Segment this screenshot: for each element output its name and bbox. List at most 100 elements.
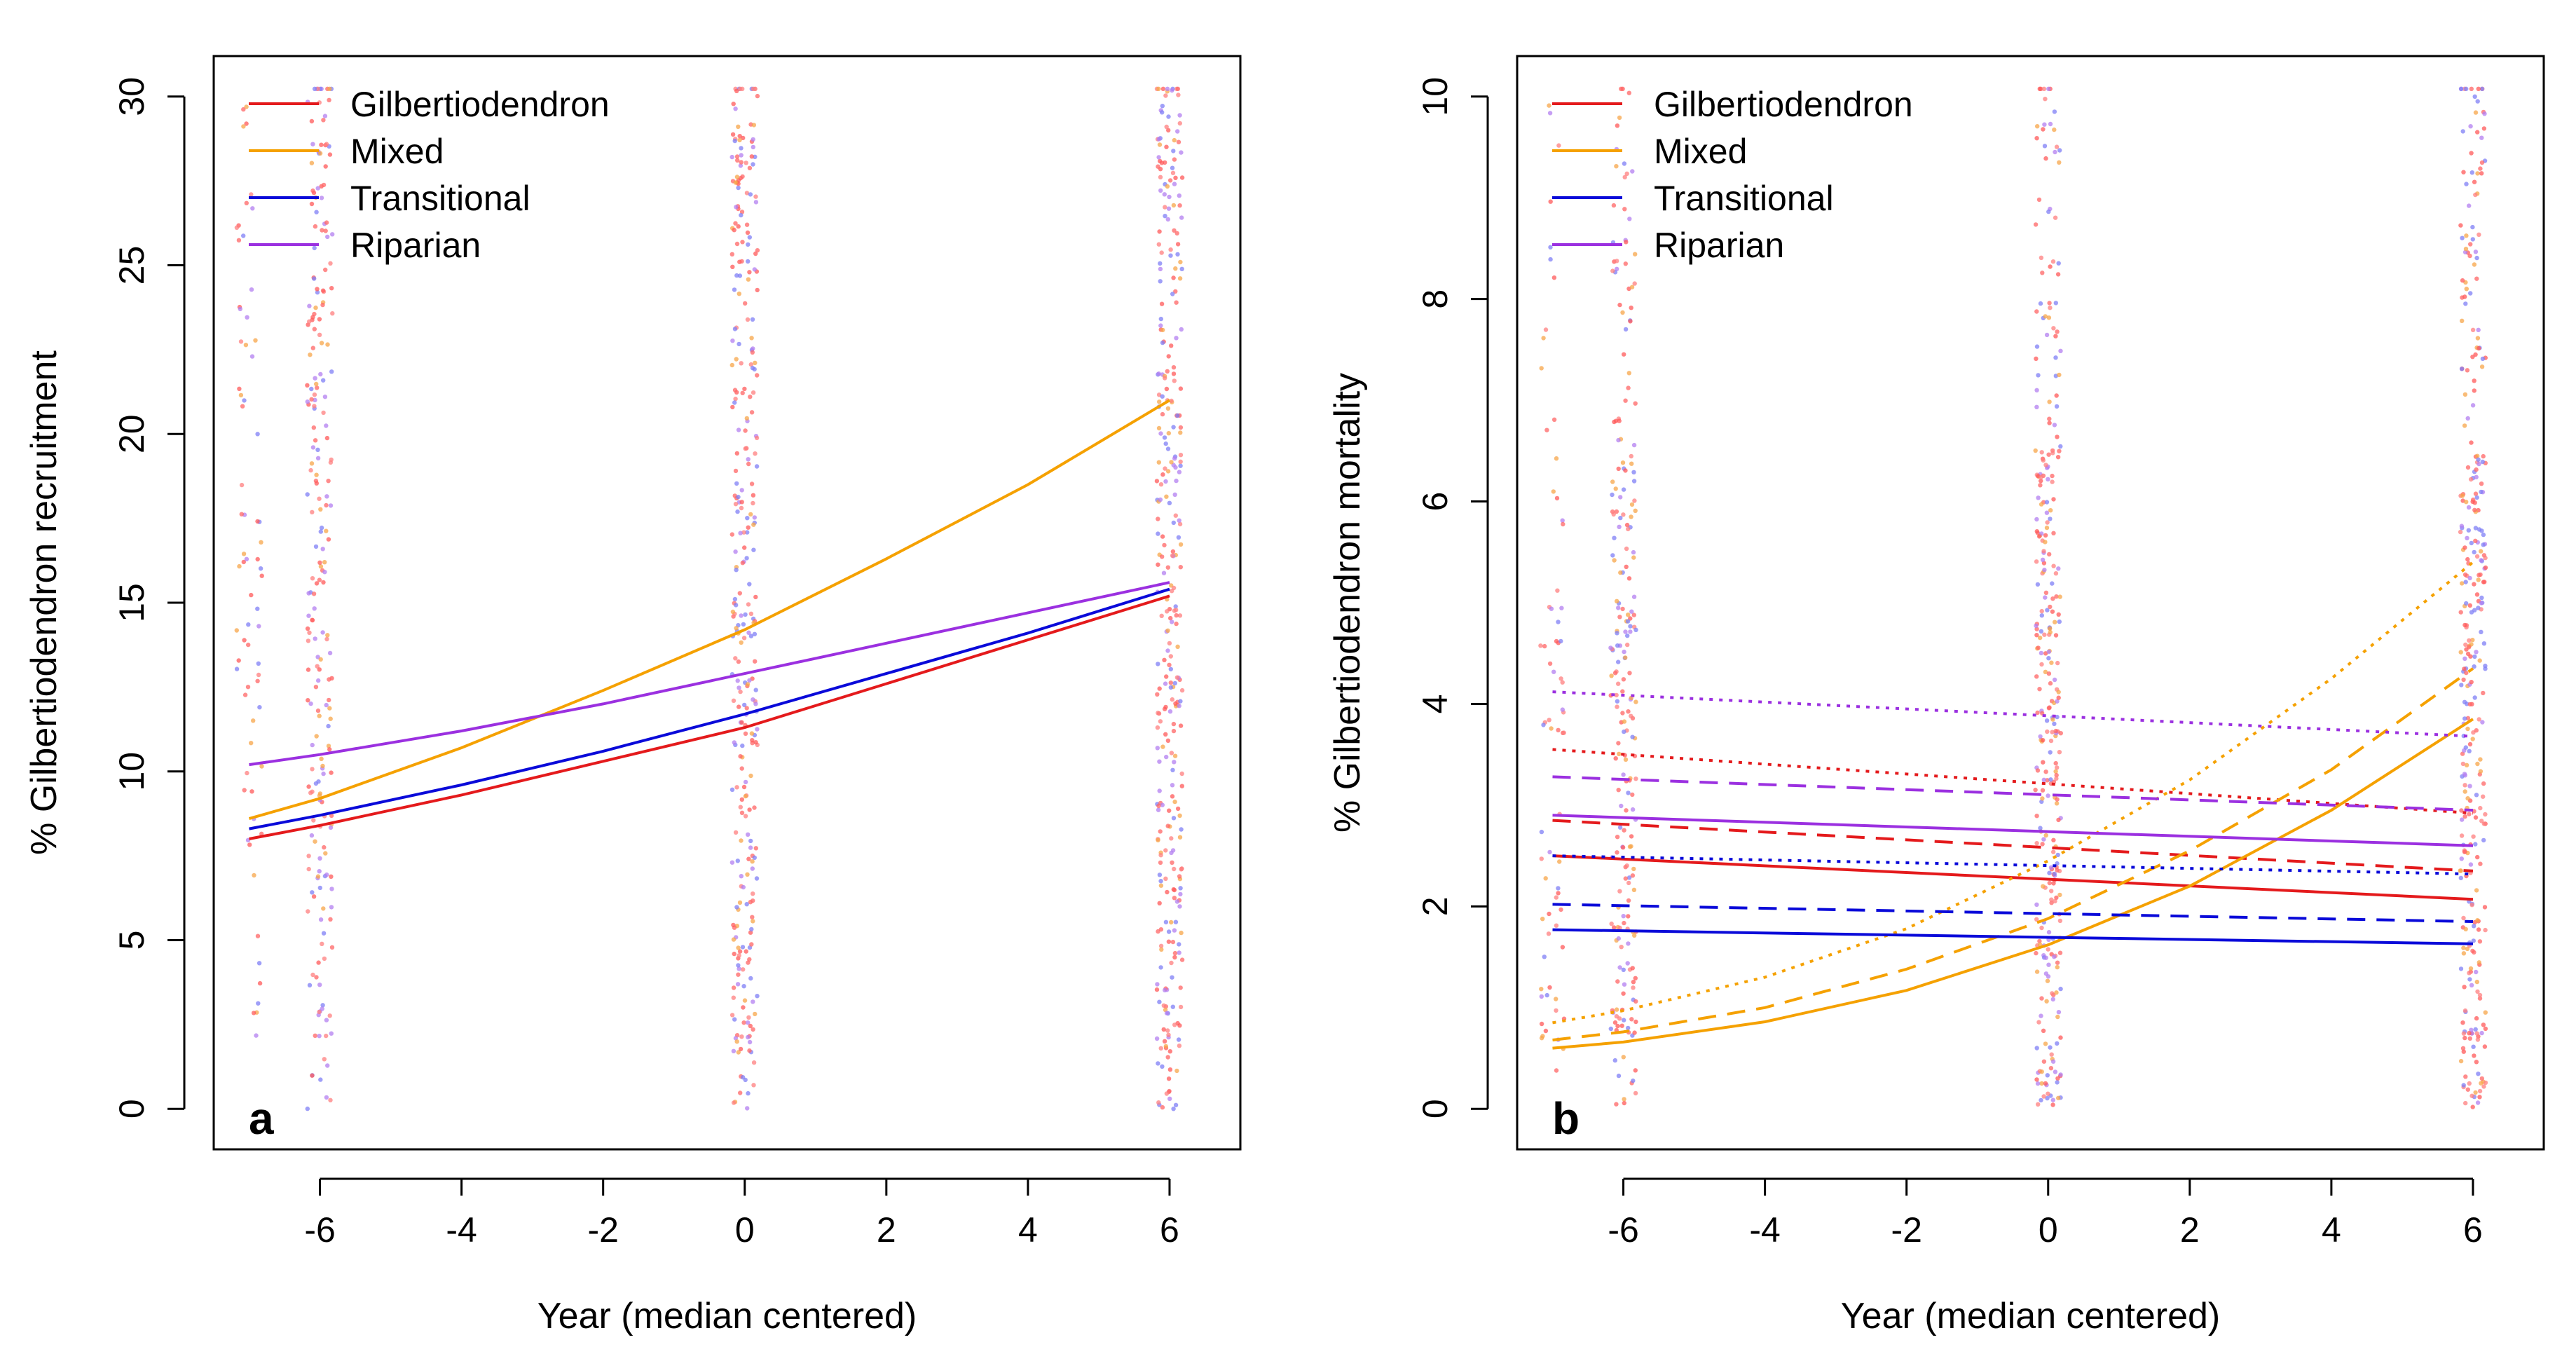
observation-point xyxy=(1156,803,1161,809)
observation-point xyxy=(1629,306,1633,310)
observation-point xyxy=(2481,126,2487,131)
observation-point xyxy=(1179,771,1184,777)
observation-point xyxy=(2479,481,2484,486)
observation-point xyxy=(2473,526,2479,531)
observation-point xyxy=(306,854,311,859)
observation-point xyxy=(1610,268,1615,273)
observation-point xyxy=(731,698,737,703)
observation-point xyxy=(1170,88,1174,93)
observation-point xyxy=(1171,721,1177,727)
observation-point xyxy=(2034,517,2039,522)
observation-point xyxy=(1178,985,1183,990)
observation-point xyxy=(2046,209,2051,214)
observation-point xyxy=(1158,431,1163,436)
observation-point xyxy=(2475,99,2480,104)
observation-point xyxy=(2476,577,2481,582)
observation-point xyxy=(2041,86,2047,91)
observation-point xyxy=(1158,175,1163,179)
observation-point xyxy=(1549,606,1554,611)
observation-point xyxy=(1543,327,1549,332)
observation-point xyxy=(310,576,315,581)
observation-point xyxy=(321,931,327,936)
observation-point xyxy=(242,788,247,793)
observation-point xyxy=(2474,276,2479,281)
observation-point xyxy=(2462,294,2467,299)
observation-point xyxy=(246,642,251,648)
observation-point xyxy=(1174,300,1179,305)
observation-point xyxy=(1613,486,1618,491)
observation-point xyxy=(733,221,738,226)
observation-point xyxy=(2463,926,2468,932)
observation-point xyxy=(314,481,319,486)
observation-point xyxy=(1172,760,1177,765)
observation-point xyxy=(1561,521,1566,527)
observation-point xyxy=(319,341,324,346)
observation-point xyxy=(2476,927,2481,932)
x-tick-label: 0 xyxy=(735,1210,755,1250)
observation-point xyxy=(753,594,758,600)
observation-point xyxy=(2464,182,2469,186)
y-tick-label: 2 xyxy=(1416,896,1455,916)
observation-point xyxy=(1156,1061,1160,1066)
observation-point xyxy=(1177,1044,1182,1048)
observation-point xyxy=(234,628,239,633)
series-line-riparian-solid xyxy=(249,581,1170,767)
observation-point xyxy=(739,640,744,645)
y-tick-label: 5 xyxy=(112,931,151,950)
observation-point xyxy=(2467,812,2472,816)
observation-point xyxy=(1633,777,1638,781)
observation-point xyxy=(2479,160,2485,165)
observation-point xyxy=(2458,868,2462,873)
observation-point xyxy=(1557,859,1562,864)
observation-point xyxy=(1178,259,1183,265)
observation-point xyxy=(748,512,753,517)
observation-point xyxy=(741,636,747,641)
observation-point xyxy=(329,369,334,374)
observation-point xyxy=(732,596,738,602)
observation-point xyxy=(318,657,323,662)
observation-point xyxy=(1165,823,1170,828)
observation-point xyxy=(755,994,760,999)
observation-point xyxy=(1617,925,1622,931)
observation-point xyxy=(1157,788,1162,793)
x-tick-label: -6 xyxy=(304,1210,335,1250)
observation-point xyxy=(315,664,320,669)
observation-point xyxy=(734,205,739,210)
observation-point xyxy=(312,392,317,397)
observation-point xyxy=(737,953,741,958)
observation-point xyxy=(321,906,326,911)
observation-point xyxy=(1621,677,1626,682)
observation-point xyxy=(1169,751,1174,755)
observation-point xyxy=(312,606,317,611)
observation-point xyxy=(1160,802,1165,807)
observation-point xyxy=(2042,144,2048,149)
observation-point xyxy=(1631,985,1636,990)
observation-point xyxy=(2464,500,2469,505)
observation-point xyxy=(244,104,249,109)
observation-point xyxy=(738,531,743,535)
series-line-transitional-dashed xyxy=(1552,903,2474,923)
observation-point xyxy=(2036,645,2041,650)
observation-point xyxy=(755,93,760,99)
observation-point xyxy=(734,273,739,278)
observation-point xyxy=(306,638,311,643)
observation-point xyxy=(1165,217,1171,222)
observation-point xyxy=(751,162,755,167)
observation-point xyxy=(1167,662,1172,667)
observation-point xyxy=(330,232,335,237)
observation-point xyxy=(2053,334,2058,338)
observation-point xyxy=(1621,1055,1626,1060)
observation-point xyxy=(249,354,255,359)
observation-point xyxy=(315,447,320,452)
observation-point xyxy=(2469,983,2474,988)
observation-point xyxy=(746,960,751,965)
observation-point xyxy=(2477,658,2482,663)
observation-point xyxy=(748,1023,753,1029)
observation-point xyxy=(1614,1102,1619,1107)
observation-point xyxy=(244,556,249,561)
observation-point xyxy=(2478,166,2483,171)
observation-point xyxy=(751,137,755,142)
observation-point xyxy=(2472,179,2477,184)
observation-point xyxy=(2469,680,2474,685)
